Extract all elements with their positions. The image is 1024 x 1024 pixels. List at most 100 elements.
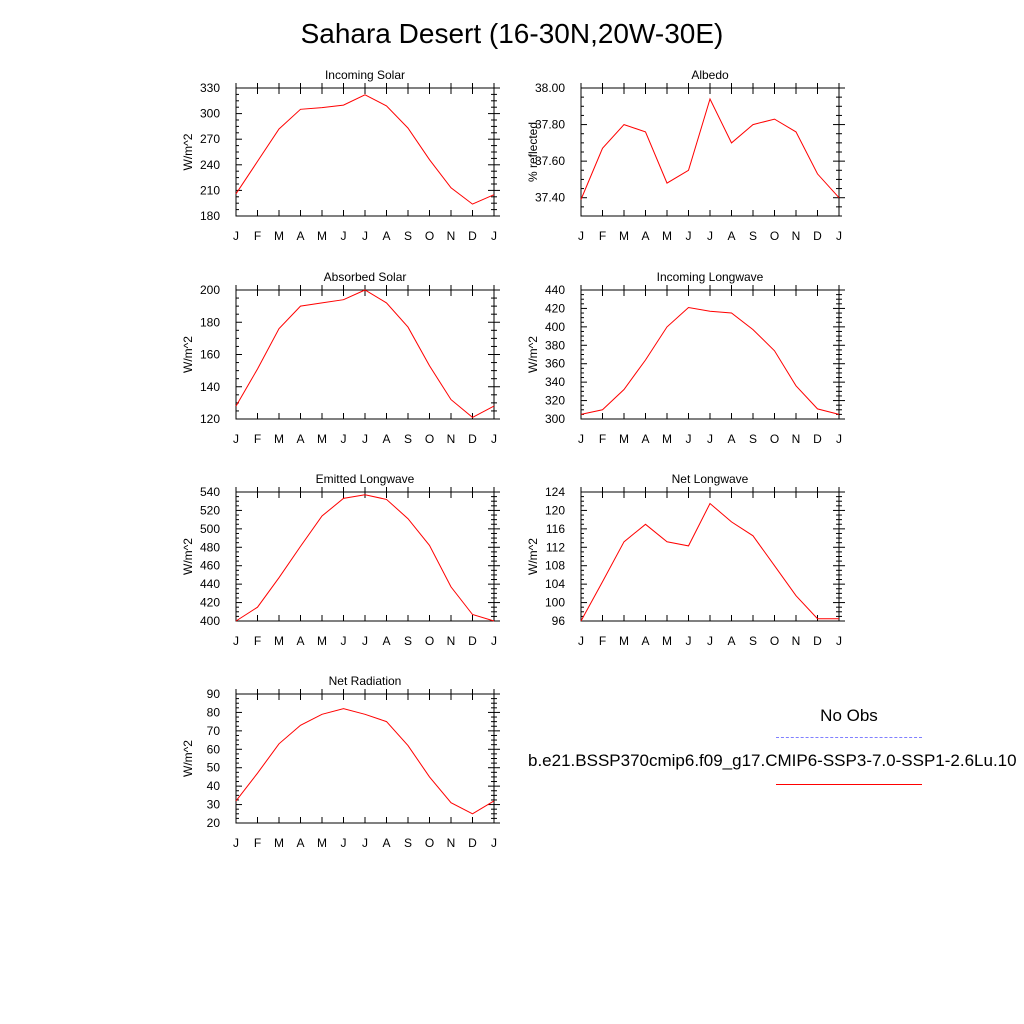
y-tick-label: 120	[200, 412, 220, 426]
y-tick-label: 160	[200, 348, 220, 362]
x-tick-label: J	[233, 432, 239, 446]
x-tick-label: J	[491, 634, 497, 648]
x-tick-label: J	[578, 634, 584, 648]
x-tick-label: M	[317, 432, 327, 446]
data-point	[580, 199, 581, 200]
x-tick-label: J	[707, 229, 713, 243]
x-tick-label: N	[447, 634, 456, 648]
data-point	[472, 417, 473, 418]
data-point	[321, 714, 322, 715]
x-tick-label: M	[317, 634, 327, 648]
x-tick-label: O	[770, 634, 779, 648]
data-point	[838, 618, 839, 619]
y-tick-label: 60	[207, 742, 221, 756]
data-point	[493, 194, 494, 195]
y-tick-label: 270	[200, 132, 220, 146]
y-tick-label: 50	[207, 761, 221, 775]
x-tick-label: A	[727, 229, 735, 243]
x-tick-label: S	[404, 432, 412, 446]
y-tick-label: 96	[552, 614, 566, 628]
y-tick-label: 37.60	[535, 154, 565, 168]
x-tick-label: F	[254, 836, 261, 850]
data-point	[580, 414, 581, 415]
y-tick-label: 37.40	[535, 191, 565, 205]
x-tick-label: O	[425, 634, 434, 648]
y-axis-label: W/m^2	[181, 336, 195, 373]
x-tick-label: F	[599, 634, 606, 648]
x-tick-label: M	[662, 634, 672, 648]
data-point	[364, 494, 365, 495]
x-tick-label: M	[274, 836, 284, 850]
legend-obs-line	[776, 737, 922, 738]
x-tick-label: S	[749, 634, 757, 648]
series-line	[235, 289, 495, 418]
y-tick-label: 420	[545, 301, 565, 315]
data-point	[235, 193, 236, 194]
y-tick-label: 420	[200, 596, 220, 610]
x-tick-label: M	[619, 229, 629, 243]
x-tick-label: S	[404, 836, 412, 850]
data-point	[666, 326, 667, 327]
y-tick-label: 500	[200, 522, 220, 536]
x-tick-label: J	[686, 229, 692, 243]
data-point	[407, 518, 408, 519]
x-tick-label: J	[341, 432, 347, 446]
y-tick-label: 400	[200, 614, 220, 628]
x-tick-label: A	[641, 432, 649, 446]
y-tick-label: 80	[207, 705, 221, 719]
x-tick-label: J	[341, 634, 347, 648]
x-tick-label: A	[641, 634, 649, 648]
data-point	[623, 389, 624, 390]
x-tick-label: J	[686, 634, 692, 648]
x-tick-label: J	[491, 432, 497, 446]
data-point	[602, 581, 603, 582]
data-point	[321, 302, 322, 303]
y-tick-label: 124	[545, 485, 565, 499]
data-point	[688, 307, 689, 308]
data-point	[257, 607, 258, 608]
x-tick-label: J	[578, 229, 584, 243]
data-point	[645, 359, 646, 360]
data-point	[666, 541, 667, 542]
x-tick-label: N	[447, 836, 456, 850]
y-tick-label: 200	[200, 283, 220, 297]
x-tick-label: M	[317, 836, 327, 850]
plot-frame	[580, 87, 840, 217]
data-point	[795, 131, 796, 132]
data-point	[450, 802, 451, 803]
data-point	[493, 406, 494, 407]
data-point	[472, 813, 473, 814]
data-point	[602, 409, 603, 410]
data-point	[645, 131, 646, 132]
data-point	[321, 107, 322, 108]
data-point	[817, 408, 818, 409]
plot-frame	[580, 289, 840, 420]
series-line	[235, 708, 495, 815]
y-tick-label: 180	[200, 315, 220, 329]
x-tick-label: J	[362, 432, 368, 446]
data-point	[235, 620, 236, 621]
x-tick-label: O	[770, 229, 779, 243]
panel-title: Absorbed Solar	[324, 270, 407, 284]
x-tick-label: A	[727, 432, 735, 446]
x-tick-label: J	[578, 432, 584, 446]
data-point	[343, 299, 344, 300]
data-point	[774, 565, 775, 566]
x-tick-label: J	[707, 634, 713, 648]
x-tick-label: A	[641, 229, 649, 243]
series-line	[235, 494, 495, 622]
x-tick-label: J	[686, 432, 692, 446]
y-tick-label: 460	[200, 559, 220, 573]
x-tick-label: A	[296, 432, 304, 446]
data-point	[817, 173, 818, 174]
x-tick-label: J	[491, 229, 497, 243]
x-tick-label: O	[425, 229, 434, 243]
data-point	[300, 109, 301, 110]
legend-obs-label: No Obs	[820, 706, 878, 725]
data-point	[795, 595, 796, 596]
series-line	[580, 306, 840, 415]
